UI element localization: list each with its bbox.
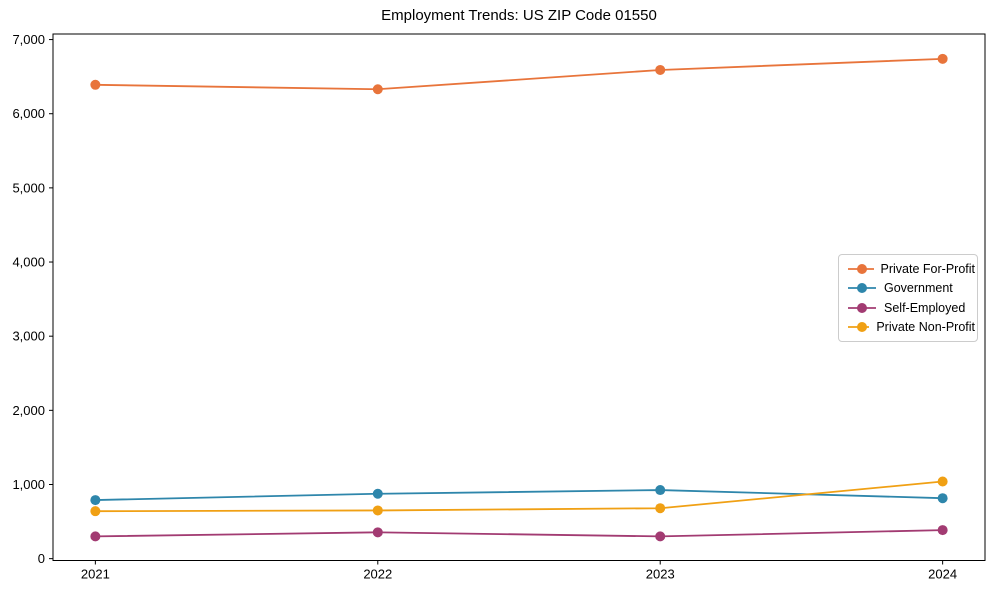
legend-label: Government — [884, 281, 953, 296]
legend-label: Private Non-Profit — [876, 320, 975, 335]
data-point-government — [372, 488, 383, 499]
legend-item-government: Government — [847, 279, 975, 299]
data-point-self-employed — [937, 525, 948, 536]
y-tick-label: 6,000 — [12, 106, 45, 121]
legend-item-private-non-profit: Private Non-Profit — [847, 318, 975, 338]
data-point-private-non-profit — [937, 476, 948, 487]
data-point-private-for-profit — [372, 84, 383, 95]
data-point-private-for-profit — [655, 64, 666, 75]
y-tick-label: 5,000 — [12, 180, 45, 195]
y-tick-label: 2,000 — [12, 403, 45, 418]
data-point-private-for-profit — [937, 53, 948, 64]
legend-dot — [857, 263, 867, 274]
series-line-private-for-profit — [95, 57, 943, 91]
data-point-self-employed — [655, 531, 666, 542]
y-tick-label: 1,000 — [12, 477, 45, 492]
data-point-self-employed — [372, 527, 383, 538]
legend-dot — [857, 302, 867, 313]
legend-marker-icon — [848, 283, 876, 294]
legend-label: Self-Employed — [884, 300, 966, 315]
series-line-self-employed — [95, 529, 943, 538]
legend-dot — [857, 322, 867, 333]
y-tick-label: 3,000 — [12, 329, 45, 344]
legend-item-private-for-profit: Private For-Profit — [847, 259, 975, 279]
chart-title: Employment Trends: US ZIP Code 01550 — [381, 7, 657, 24]
series-line-government — [95, 489, 943, 501]
data-point-private-non-profit — [90, 506, 101, 517]
series-line-private-non-profit — [95, 480, 943, 513]
data-point-self-employed — [90, 531, 101, 542]
data-point-government — [655, 485, 666, 496]
plot-frame — [52, 33, 986, 561]
legend-marker-icon — [848, 322, 870, 333]
x-tick-label: 2023 — [646, 567, 675, 582]
legend-item-self-employed: Self-Employed — [847, 298, 975, 318]
x-tick-label: 2021 — [81, 567, 110, 582]
legend-marker-icon — [848, 263, 874, 274]
x-tick-label: 2024 — [928, 567, 957, 582]
y-tick-label: 0 — [38, 551, 45, 566]
data-point-government — [90, 495, 101, 506]
legend-dot — [857, 283, 867, 294]
data-point-private-non-profit — [655, 503, 666, 514]
legend-marker-icon — [848, 302, 876, 313]
data-point-private-non-profit — [372, 505, 383, 516]
legend-label: Private For-Profit — [880, 261, 975, 276]
legend: Private For-Profit Government Self-Employe… — [838, 254, 978, 342]
data-point-government — [937, 493, 948, 504]
x-tick-label: 2022 — [363, 567, 392, 582]
y-tick-label: 4,000 — [12, 255, 45, 270]
data-point-private-for-profit — [90, 79, 101, 90]
y-tick-label: 7,000 — [12, 32, 45, 47]
